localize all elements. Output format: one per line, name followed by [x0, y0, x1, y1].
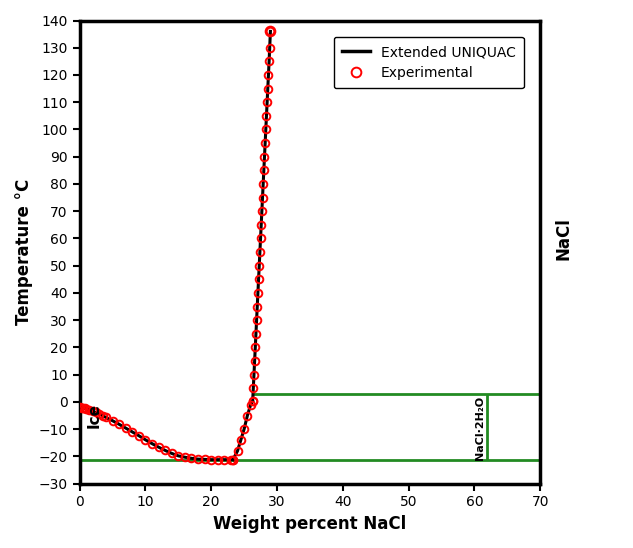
Legend: Extended UNIQUAC, Experimental: Extended UNIQUAC, Experimental [334, 37, 524, 88]
X-axis label: Weight percent NaCl: Weight percent NaCl [213, 515, 406, 533]
Text: NaCl: NaCl [554, 217, 572, 260]
Y-axis label: Temperature °C: Temperature °C [15, 179, 33, 325]
Text: Ice: Ice [86, 403, 101, 428]
Text: NaCl·2H₂O: NaCl·2H₂O [475, 396, 485, 460]
